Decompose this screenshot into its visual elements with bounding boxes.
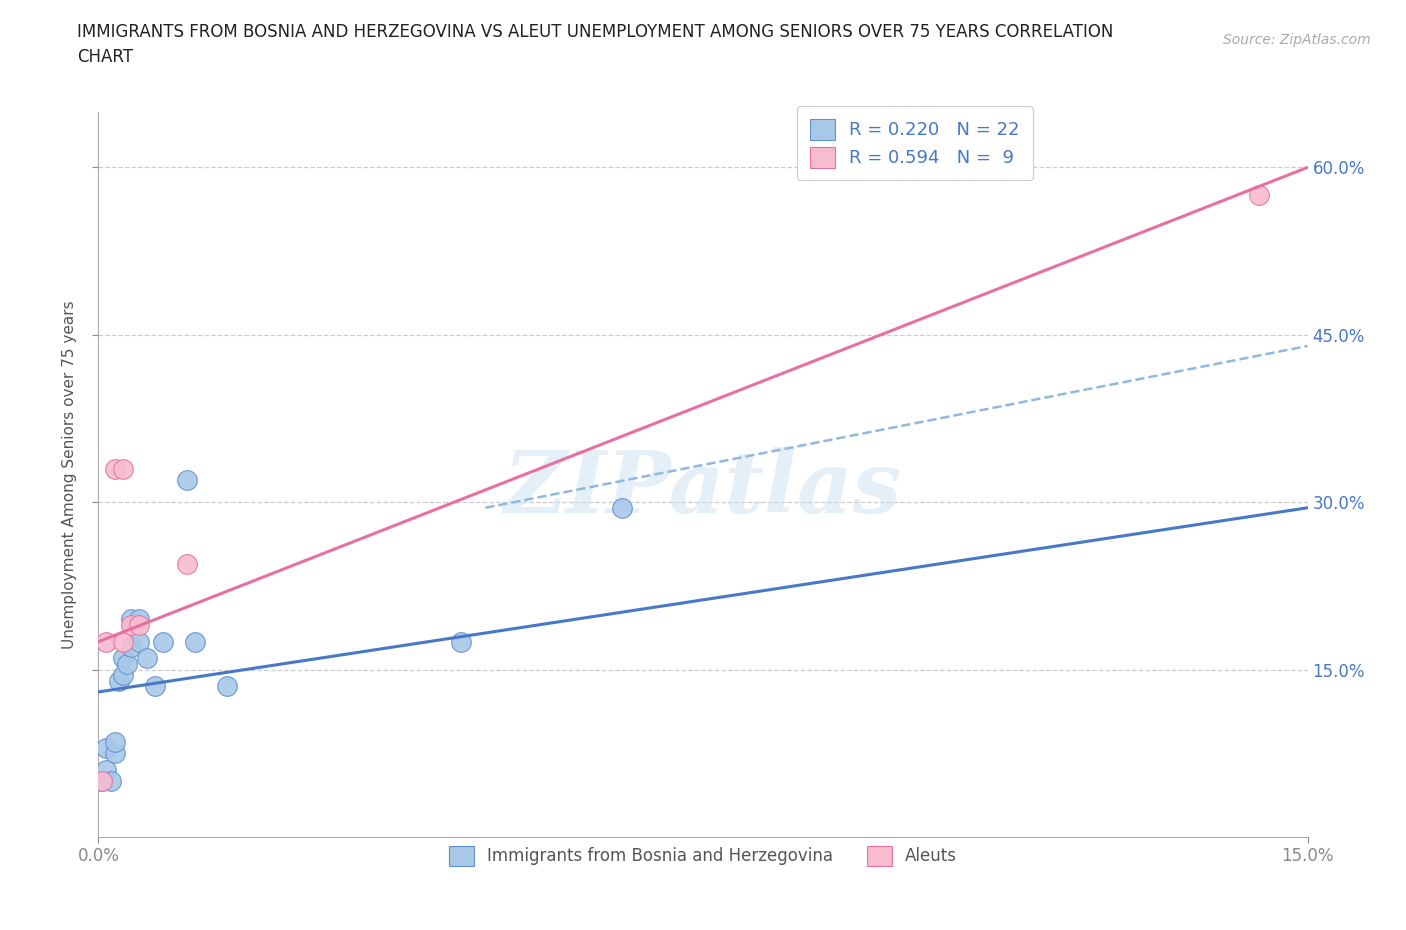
Point <box>143 679 166 694</box>
Point <box>120 618 142 632</box>
Text: ZIPatlas: ZIPatlas <box>503 447 903 530</box>
Y-axis label: Unemployment Among Seniors over 75 years: Unemployment Among Seniors over 75 years <box>62 300 77 648</box>
Point <box>450 634 472 649</box>
Text: IMMIGRANTS FROM BOSNIA AND HERZEGOVINA VS ALEUT UNEMPLOYMENT AMONG SENIORS OVER : IMMIGRANTS FROM BOSNIA AND HERZEGOVINA V… <box>77 23 1114 41</box>
Point <box>128 612 150 627</box>
Point <box>111 651 134 666</box>
Point <box>120 612 142 627</box>
Point <box>135 651 157 666</box>
Point <box>96 763 118 777</box>
Point <box>103 461 125 476</box>
Point <box>103 735 125 750</box>
Point <box>111 461 134 476</box>
Text: CHART: CHART <box>77 48 134 66</box>
Point <box>128 634 150 649</box>
Point <box>612 500 634 515</box>
Point <box>96 740 118 755</box>
Point <box>217 679 239 694</box>
Point <box>115 657 138 671</box>
Point <box>111 668 134 683</box>
Point <box>91 774 114 789</box>
Point <box>107 673 129 688</box>
Point <box>100 774 122 789</box>
Text: Source: ZipAtlas.com: Source: ZipAtlas.com <box>1223 33 1371 46</box>
Point <box>111 634 134 649</box>
Point <box>184 634 207 649</box>
Legend: Immigrants from Bosnia and Herzegovina, Aleuts: Immigrants from Bosnia and Herzegovina, … <box>443 840 963 872</box>
Point <box>176 472 198 487</box>
Point <box>120 640 142 655</box>
Point <box>152 634 174 649</box>
Point <box>128 618 150 632</box>
Point <box>96 634 118 649</box>
Point <box>103 746 125 761</box>
Point <box>91 774 114 789</box>
Point <box>176 556 198 571</box>
Point <box>1249 188 1271 203</box>
